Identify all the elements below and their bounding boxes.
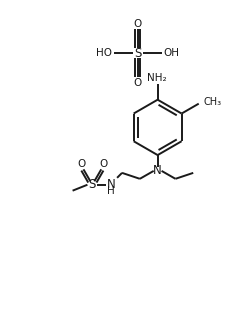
Text: S: S [134, 47, 141, 60]
Text: NH₂: NH₂ [147, 73, 167, 83]
Text: O: O [77, 159, 86, 169]
Text: N: N [153, 164, 162, 178]
Text: N: N [107, 178, 116, 191]
Text: S: S [89, 178, 96, 191]
Text: O: O [99, 159, 107, 169]
Text: CH₃: CH₃ [204, 97, 222, 107]
Text: O: O [134, 18, 142, 29]
Text: H: H [107, 186, 115, 196]
Text: HO: HO [96, 48, 112, 58]
Text: OH: OH [164, 48, 180, 58]
Text: O: O [134, 78, 142, 88]
